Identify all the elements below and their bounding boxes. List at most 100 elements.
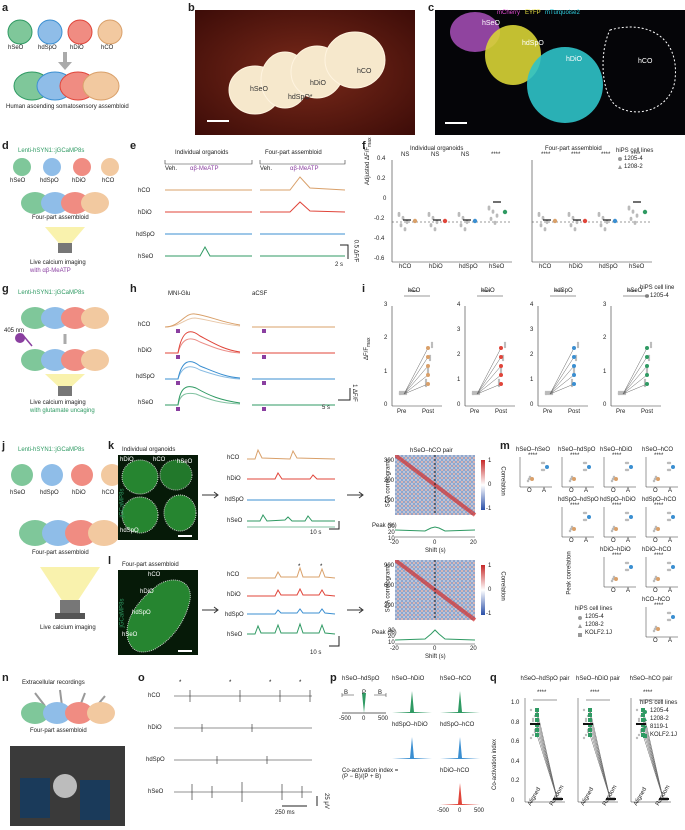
- m-o-point: [652, 479, 656, 483]
- m-o-mean: [656, 577, 660, 581]
- l-xtick-0: -20: [390, 646, 399, 652]
- f-ytick-1: 0.2: [377, 176, 386, 182]
- p-formula: Co-activation index = (P − B)/(P + B): [342, 768, 399, 780]
- i-post-point: [503, 345, 507, 349]
- panel-q-label: q: [490, 672, 497, 684]
- svg-text:*: *: [299, 680, 302, 686]
- m-a-point: [668, 618, 672, 622]
- q-line-point: [535, 718, 539, 722]
- m-a-point: [582, 468, 586, 472]
- i-line-point: [426, 373, 430, 377]
- d-org-4: hCO: [102, 178, 115, 184]
- m-o-mean: [656, 477, 660, 481]
- m-legend-2: 1208-2: [585, 622, 604, 628]
- panel-b-label: b: [188, 2, 195, 14]
- i-xtick-post: Post: [495, 409, 508, 415]
- k-xtick-1: 0: [433, 540, 437, 546]
- e-drug-1: αβ-MeATP: [190, 166, 219, 172]
- i-pre-point: [398, 392, 402, 396]
- q-ylabel: Co-activation index: [492, 738, 498, 790]
- e-traces: [164, 160, 349, 259]
- f-sig: ****: [541, 152, 551, 158]
- i-xtick-post: Post: [641, 409, 654, 415]
- l-peak: Peak (%): [372, 630, 397, 636]
- q-pair-line: [536, 734, 558, 799]
- panel-g-label: g: [2, 283, 9, 295]
- q-pair-line: [589, 734, 611, 799]
- n-assembloid: Four-part assembloid: [30, 728, 87, 734]
- i-pair-line: [476, 347, 502, 395]
- d-assembloid: Four-part assembloid: [32, 215, 89, 221]
- i-pair-line: [549, 365, 575, 395]
- i-pre-point: [617, 392, 621, 396]
- f-sig: ****: [601, 152, 611, 158]
- q-mean-random: [606, 798, 616, 800]
- m-a-point: [584, 468, 588, 472]
- i-ylabel: ΔF/Fmax: [364, 337, 373, 360]
- h-header1: MNI-Glu: [168, 291, 191, 297]
- m-sig: ****: [654, 553, 664, 559]
- i-pre-point: [400, 391, 404, 395]
- k-peak: Peak (%): [372, 523, 397, 529]
- i-post-point: [643, 378, 647, 382]
- q-aligned-point: [529, 736, 533, 740]
- f-ytick-5: -0.6: [374, 256, 385, 262]
- m-sig: ****: [654, 503, 664, 509]
- f-legend-1: 1205-4: [624, 156, 643, 162]
- e-row-hCO: hCO: [138, 188, 151, 194]
- i-post-point: [576, 341, 580, 345]
- f-point: [631, 211, 635, 214]
- i-pair-line: [622, 383, 648, 395]
- q-mean-random: [659, 798, 669, 800]
- f-legend-2: 1208-2: [624, 164, 643, 170]
- f-mean-point: [642, 209, 648, 215]
- k-row-hSeO: hSeO: [227, 518, 243, 524]
- f-chart: [391, 157, 652, 263]
- i-line-point: [572, 382, 576, 386]
- i-post-point: [426, 367, 430, 371]
- m-a-point: [668, 468, 672, 472]
- j-org-1: hSeO: [10, 490, 26, 496]
- k-heatmap: [395, 455, 485, 538]
- panel-p-label: p: [330, 672, 337, 684]
- panel-g-schematic: [15, 307, 109, 396]
- m-xtick-a: A: [668, 538, 673, 544]
- j-org-4: hCO: [102, 490, 115, 496]
- panel-a: [7, 19, 123, 101]
- i-pair-line: [622, 356, 648, 395]
- f-point: [567, 214, 571, 217]
- k-img-hdSpO: hdSpO: [120, 528, 139, 534]
- m-o-point: [653, 627, 657, 631]
- p-pair-3: hSeO–hCO: [440, 676, 472, 682]
- p-xtick2-2: 500: [474, 808, 485, 814]
- q-line-point: [588, 713, 592, 717]
- h-scale: 1 ΔF/F: [350, 384, 357, 402]
- i-xtick-pre: Pre: [397, 409, 407, 415]
- d-caption1: Live calcium imaging: [30, 260, 86, 266]
- i-pre-point: [471, 390, 475, 394]
- i-ytick: 3: [603, 302, 607, 308]
- i-pre-point: [617, 390, 621, 394]
- p-P: P: [362, 690, 367, 696]
- m-a-point: [541, 461, 545, 465]
- m-o-point: [611, 527, 615, 531]
- l-cbar-m1: -1: [486, 611, 492, 617]
- f-sig: ****: [491, 152, 501, 158]
- q-ytick: 0.4: [511, 758, 520, 765]
- i-post-point: [572, 369, 576, 373]
- a-org-3: hDiO: [70, 45, 84, 51]
- i-ytick: 3: [457, 327, 461, 333]
- m-title: hDiO–hDiO: [600, 547, 631, 553]
- e-row-hDiO: hDiO: [138, 210, 152, 216]
- m-a-point: [624, 468, 628, 472]
- i-sig: ****: [408, 290, 418, 296]
- m-xtick-o: O: [569, 488, 574, 494]
- k-ytick-2: 100: [384, 498, 395, 504]
- i-pair-line: [549, 374, 575, 395]
- k-img-hCO: hCO: [153, 457, 166, 463]
- f-xtick: hSeO: [629, 264, 645, 270]
- f-point: [539, 224, 543, 228]
- f-point: [457, 214, 461, 217]
- panel-m-label: m: [500, 440, 510, 452]
- k-ptick-2: 10: [388, 536, 395, 542]
